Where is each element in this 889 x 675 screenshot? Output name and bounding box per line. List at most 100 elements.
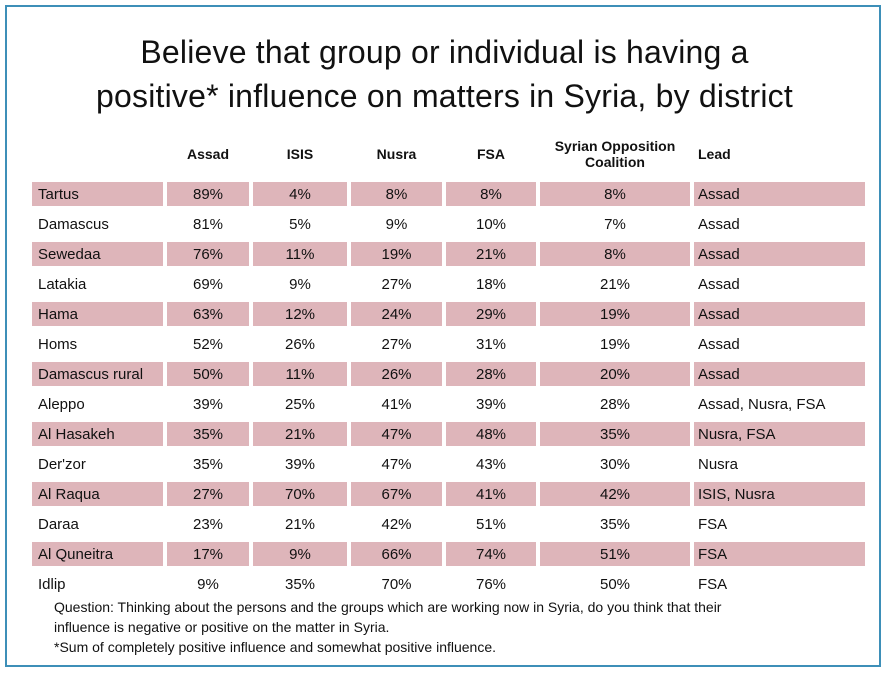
table-row: Al Hasakeh 35% 21% 47% 48% 35% Nusra, FSA: [32, 422, 865, 446]
cell-lead: FSA: [698, 575, 728, 593]
cell-isis: 39%: [284, 455, 316, 473]
cell-assad: 35%: [192, 455, 224, 473]
cell-assad: 35%: [167, 422, 249, 446]
cell-coalition: 50%: [599, 575, 631, 593]
cell-isis: 4%: [253, 182, 347, 206]
cell-isis: 11%: [253, 242, 347, 266]
cell-assad: 76%: [167, 242, 249, 266]
cell-assad: 81%: [192, 215, 224, 233]
cell-fsa: 39%: [475, 395, 507, 413]
table-row: Sewedaa 76% 11% 19% 21% 8% Assad: [32, 242, 865, 266]
header-coalition: Syrian Opposition Coalition: [540, 132, 690, 176]
table-row: Tartus 89% 4% 8% 8% 8% Assad: [32, 182, 865, 206]
cell-coalition: 8%: [540, 182, 690, 206]
table-row: Damascus rural 50% 11% 26% 28% 20% Assad: [32, 362, 865, 386]
cell-district: Latakia: [38, 275, 87, 293]
cell-coalition: 20%: [540, 362, 690, 386]
cell-lead: Assad: [694, 362, 865, 386]
cell-nusra: 8%: [351, 182, 442, 206]
cell-fsa: 74%: [446, 542, 536, 566]
cell-isis: 11%: [253, 362, 347, 386]
header-coalition-line1: Syrian Opposition: [554, 138, 676, 154]
cell-coalition: 19%: [599, 335, 631, 353]
cell-district: Al Raqua: [32, 482, 163, 506]
cell-fsa: 76%: [475, 575, 507, 593]
table-row: Al Quneitra 17% 9% 66% 74% 51% FSA: [32, 542, 865, 566]
table-row: Latakia 69% 9% 27% 18% 21% Assad: [32, 272, 865, 296]
cell-coalition: 21%: [599, 275, 631, 293]
cell-coalition: 35%: [599, 515, 631, 533]
cell-fsa: 29%: [446, 302, 536, 326]
cell-nusra: 27%: [381, 335, 412, 353]
cell-nusra: 47%: [351, 422, 442, 446]
cell-assad: 69%: [192, 275, 224, 293]
cell-district: Der'zor: [38, 455, 86, 473]
title-line-2: positive* influence on matters in Syria,…: [96, 78, 793, 114]
cell-isis: 70%: [253, 482, 347, 506]
cell-coalition: 42%: [540, 482, 690, 506]
cell-fsa: 18%: [475, 275, 507, 293]
cell-lead: Assad: [694, 302, 865, 326]
cell-fsa: 28%: [446, 362, 536, 386]
cell-lead: Assad, Nusra, FSA: [698, 395, 826, 413]
cell-assad: 39%: [192, 395, 224, 413]
cell-fsa: 10%: [475, 215, 507, 233]
table-row: Homs 52% 26% 27% 31% 19% Assad: [32, 332, 865, 356]
cell-lead: ISIS, Nusra: [694, 482, 865, 506]
cell-assad: 63%: [167, 302, 249, 326]
cell-assad: 17%: [167, 542, 249, 566]
cell-lead: Assad: [698, 335, 740, 353]
cell-nusra: 42%: [381, 515, 412, 533]
title-line-1: Believe that group or individual is havi…: [140, 34, 749, 70]
footnote: *Sum of completely positive influence an…: [54, 639, 497, 655]
header-coalition-line2: Coalition: [585, 154, 645, 170]
table-body: Tartus 89% 4% 8% 8% 8% Assad Damascus 81% 5% 9% 10%…: [32, 182, 865, 596]
cell-isis: 12%: [253, 302, 347, 326]
header-lead: Lead: [698, 146, 731, 162]
cell-nusra: 67%: [351, 482, 442, 506]
cell-district: Daraa: [38, 515, 79, 533]
cell-coalition: 8%: [540, 242, 690, 266]
cell-district: Damascus: [38, 215, 109, 233]
header-nusra: Nusra: [376, 146, 417, 162]
cell-assad: 27%: [167, 482, 249, 506]
cell-lead: Assad: [698, 215, 740, 233]
cell-isis: 5%: [289, 215, 311, 233]
cell-fsa: 48%: [446, 422, 536, 446]
table-row: Hama 63% 12% 24% 29% 19% Assad: [32, 302, 865, 326]
question-note: Question: Thinking about the persons and…: [54, 599, 722, 615]
cell-nusra: 27%: [381, 275, 412, 293]
cell-nusra: 66%: [351, 542, 442, 566]
header-fsa: FSA: [477, 146, 505, 162]
cell-coalition: 28%: [599, 395, 631, 413]
header-district: [32, 132, 163, 176]
cell-lead: Assad: [694, 242, 865, 266]
question-note-cont: influence is negative or positive on the…: [54, 619, 390, 635]
cell-assad: 52%: [192, 335, 224, 353]
cell-lead: FSA: [698, 515, 728, 533]
cell-isis: 35%: [284, 575, 316, 593]
cell-coalition: 51%: [540, 542, 690, 566]
cell-nusra: 9%: [385, 215, 408, 233]
cell-district: Aleppo: [38, 395, 85, 413]
cell-district: Tartus: [32, 182, 163, 206]
cell-assad: 23%: [192, 515, 224, 533]
cell-nusra: 41%: [381, 395, 412, 413]
table-row: Damascus 81% 5% 9% 10% 7% Assad: [32, 212, 865, 236]
cell-lead: Assad: [694, 182, 865, 206]
cell-fsa: 8%: [446, 182, 536, 206]
data-table: Assad ISIS Nusra FSA Syrian Opposition C…: [28, 126, 869, 602]
cell-assad: 89%: [167, 182, 249, 206]
table-row: Daraa 23% 21% 42% 51% 35% FSA: [32, 512, 865, 536]
table-row: Aleppo 39% 25% 41% 39% 28% Assad, Nusra, FSA: [32, 392, 865, 416]
cell-fsa: 51%: [475, 515, 507, 533]
cell-fsa: 21%: [446, 242, 536, 266]
cell-assad: 9%: [197, 575, 219, 593]
cell-nusra: 24%: [351, 302, 442, 326]
cell-isis: 9%: [253, 542, 347, 566]
figure-border: [5, 5, 881, 667]
cell-assad: 50%: [167, 362, 249, 386]
chart-title: Believe that group or individual is havi…: [0, 30, 889, 118]
header-isis: ISIS: [286, 146, 314, 162]
cell-coalition: 35%: [540, 422, 690, 446]
